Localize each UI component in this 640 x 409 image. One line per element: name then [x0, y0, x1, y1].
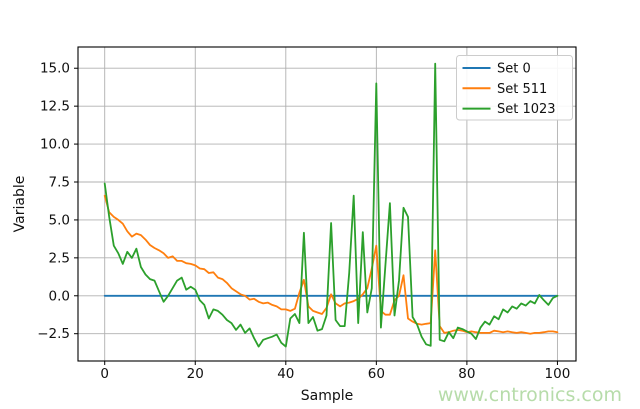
legend-label: Set 1023 — [497, 102, 556, 117]
x-tick-label: 0 — [100, 366, 109, 382]
y-tick-label: −2.5 — [37, 326, 70, 342]
x-axis-ticks: 0 20 40 60 80 100 — [100, 361, 570, 382]
watermark: www.cntronics.com — [438, 384, 622, 406]
y-axis-label: Variable — [12, 176, 28, 233]
legend: Set 0 Set 511 Set 1023 — [456, 55, 573, 121]
y-tick-label: 10.0 — [40, 137, 70, 153]
legend-label: Set 511 — [497, 82, 547, 97]
x-tick-label: 40 — [277, 366, 294, 382]
y-tick-label: 2.5 — [49, 250, 70, 266]
x-axis-label: Sample — [301, 388, 354, 404]
y-tick-label: 15.0 — [40, 61, 70, 77]
series-line-set-511 — [103, 194, 559, 335]
axes-spines — [77, 46, 577, 362]
legend-label: Set 0 — [497, 62, 531, 77]
x-tick-label: 80 — [458, 366, 475, 382]
y-axis-ticks: −2.5 0.0 2.5 5.0 7.5 10.0 12.5 15.0 — [37, 61, 78, 342]
x-tick-label: 20 — [187, 366, 204, 382]
legend-box — [456, 55, 573, 121]
y-tick-label: 7.5 — [49, 175, 70, 191]
x-tick-label: 60 — [368, 366, 385, 382]
y-tick-label: 12.5 — [40, 99, 70, 115]
series-line-set-1023 — [103, 62, 559, 348]
y-tick-label: 5.0 — [49, 212, 70, 228]
x-tick-label: 100 — [545, 366, 571, 382]
y-tick-label: 0.0 — [49, 288, 70, 304]
